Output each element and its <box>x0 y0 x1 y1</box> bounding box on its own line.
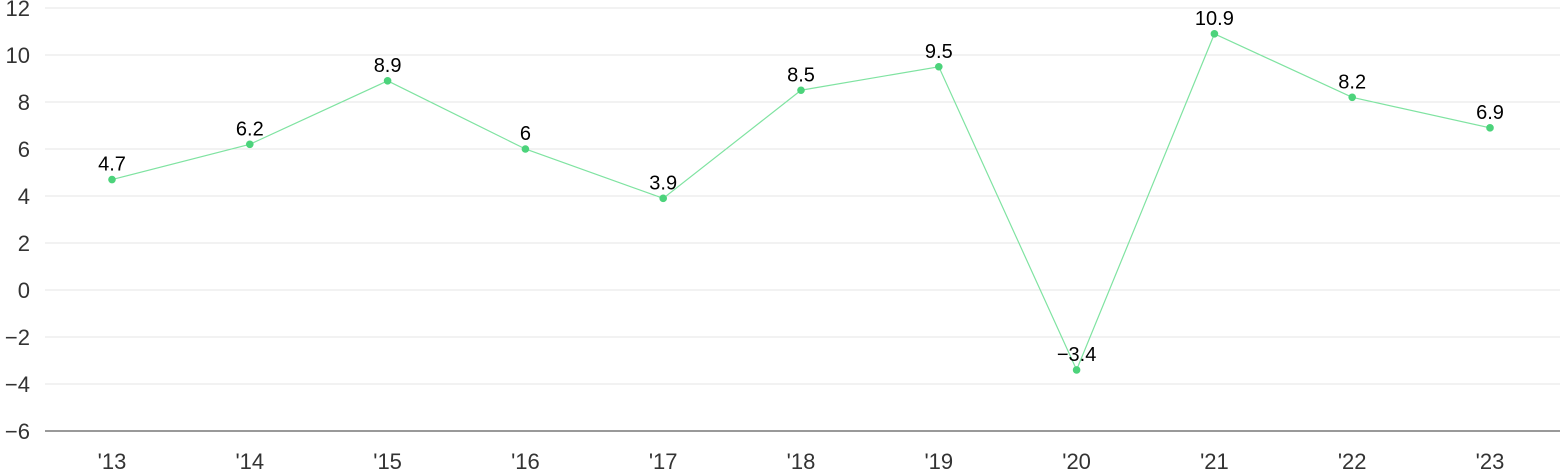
data-label: 8.9 <box>374 55 402 77</box>
data-point[interactable] <box>383 77 392 85</box>
data-label: −3.4 <box>1057 344 1096 366</box>
y-tick-label: 4 <box>18 184 30 209</box>
data-point[interactable] <box>521 145 530 153</box>
x-tick-label: '18 <box>787 449 816 471</box>
x-tick-label: '16 <box>511 449 540 471</box>
y-tick-label: 12 <box>6 0 30 21</box>
data-label: 9.5 <box>925 41 953 63</box>
data-point[interactable] <box>1486 124 1494 132</box>
y-tick-label: 0 <box>18 278 30 303</box>
x-tick-label: '15 <box>373 449 402 471</box>
data-label: 8.2 <box>1338 71 1366 93</box>
data-point[interactable] <box>246 140 254 149</box>
data-point[interactable] <box>935 62 943 71</box>
x-tick-label: '21 <box>1200 449 1229 471</box>
data-point[interactable] <box>1210 30 1219 38</box>
x-tick-label: '17 <box>649 449 678 471</box>
y-tick-label: 8 <box>18 90 30 115</box>
data-label: 6.2 <box>236 118 264 140</box>
y-tick-label: −4 <box>5 372 30 397</box>
x-tick-label: '14 <box>235 449 264 471</box>
y-tick-label: −2 <box>5 325 30 350</box>
y-tick-label: −6 <box>5 419 30 444</box>
x-tick-label: '20 <box>1062 449 1091 471</box>
data-point[interactable] <box>659 194 667 203</box>
data-label: 10.9 <box>1195 8 1234 30</box>
data-label: 6.9 <box>1476 102 1504 124</box>
data-label: 4.7 <box>98 154 126 176</box>
data-point[interactable] <box>1348 93 1356 102</box>
data-labels: 4.7 6.2 8.9 6 3.9 8.5 9.5 −3.4 10.9 8.2 6.9 <box>98 8 1504 366</box>
x-tick-label: '23 <box>1476 449 1505 471</box>
data-point[interactable] <box>1072 366 1081 374</box>
y-tick-label: 6 <box>18 137 30 162</box>
x-axis-tick-labels: '13 '14 '15 '16 '17 '18 '19 '20 '21 '22 '23 <box>98 449 1505 471</box>
data-label: 6 <box>520 123 531 145</box>
data-point[interactable] <box>797 86 805 95</box>
data-point[interactable] <box>108 175 116 184</box>
y-axis-tick-labels: 12 10 8 6 4 2 0 −2 −4 −6 <box>5 0 30 444</box>
x-tick-label: '22 <box>1338 449 1367 471</box>
x-tick-label: '13 <box>98 449 127 471</box>
x-tick-label: '19 <box>924 449 953 471</box>
gridlines <box>45 7 1560 432</box>
data-label: 3.9 <box>649 172 677 194</box>
y-tick-label: 2 <box>18 231 30 256</box>
data-points <box>108 30 1494 374</box>
y-tick-label: 10 <box>6 43 30 68</box>
data-label: 8.5 <box>787 64 815 86</box>
